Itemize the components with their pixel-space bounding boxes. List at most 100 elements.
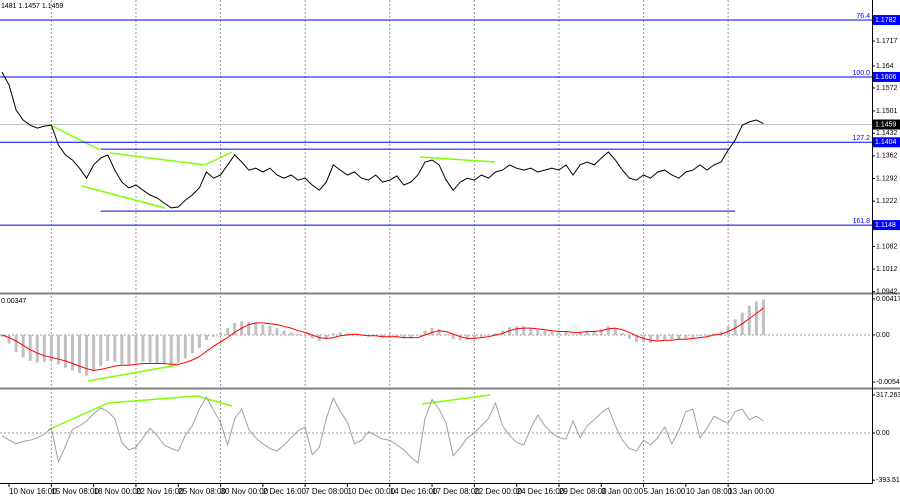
histogram-bar (134, 334, 138, 363)
histogram-bar (472, 334, 476, 339)
histogram-bar (571, 334, 575, 335)
trend-line (47, 402, 109, 431)
histogram-bar (705, 334, 709, 336)
histogram-bar (282, 330, 286, 335)
y-tick-label: 1.1572 (876, 85, 898, 92)
level-label: 100.0 (852, 70, 870, 77)
histogram-bar (698, 334, 702, 336)
histogram-bar (578, 332, 582, 335)
level-label: 127.2 (852, 135, 870, 142)
histogram-bar (451, 334, 455, 340)
level-label: 161.8 (852, 218, 870, 225)
histogram-bar (437, 328, 441, 335)
histogram-bar (268, 325, 272, 335)
signal-line (1, 307, 764, 371)
level-price-box (873, 220, 900, 231)
x-tick-label: 7 Dec 08:00 (305, 487, 349, 496)
histogram-bar (733, 319, 737, 335)
trend-line (107, 395, 198, 404)
level-price-box (873, 71, 900, 82)
histogram-bar (677, 334, 681, 341)
trend-line (204, 151, 233, 166)
x-tick-label: 10 Nov 16:00 (9, 487, 57, 496)
trend-line (419, 156, 496, 163)
trend-line (196, 395, 233, 407)
histogram-bar (416, 334, 420, 336)
histogram-bar (120, 334, 124, 365)
histogram-bar (289, 332, 293, 335)
panel-title: 1481 1.1457 1.1459 (1, 3, 63, 10)
histogram-bar (543, 330, 547, 335)
histogram-bar (754, 301, 758, 335)
histogram-bar (557, 332, 561, 335)
histogram-bar (627, 334, 631, 339)
histogram-bar (190, 334, 194, 354)
x-tick-label: 10 Jan 08:00 (686, 487, 733, 496)
histogram-bar (296, 334, 300, 335)
histogram-bar (331, 333, 335, 335)
histogram-bar (169, 334, 173, 366)
y-tick-label: 1.164 (876, 63, 894, 70)
x-tick-label: 22 Dec 00:00 (474, 487, 522, 496)
y-tick-label: 317.2639 (876, 392, 900, 399)
x-tick-label: 29 Dec 08:00 (559, 487, 607, 496)
histogram-bar (620, 333, 624, 335)
histogram-bar (395, 334, 399, 337)
histogram-bar (444, 334, 448, 335)
histogram-bar (564, 331, 568, 335)
histogram-bar (141, 334, 145, 362)
histogram-bar (0, 334, 4, 337)
y-tick-label: 1.1082 (876, 243, 898, 250)
histogram-bar (522, 326, 526, 335)
histogram-bar (261, 324, 265, 335)
y-tick-label: 1.1501 (876, 108, 898, 115)
y-tick-label: 0.00 (876, 332, 890, 339)
x-tick-label: 13 Jan 00:00 (728, 487, 775, 496)
level-price: 1.1404 (875, 139, 897, 146)
y-tick-label: 1.1432 (876, 130, 898, 137)
trend-line (421, 394, 491, 405)
x-tick-label: 30 Nov 00:00 (221, 487, 269, 496)
histogram-bar (162, 334, 166, 365)
histogram-bar (78, 334, 82, 373)
level-price: 1.1606 (875, 74, 897, 81)
histogram-bar (247, 322, 251, 335)
current-price-box (873, 119, 900, 130)
y-tick-label: 1.0942 (876, 289, 898, 296)
y-tick-label: 1.1292 (876, 175, 898, 182)
x-tick-label: 22 Nov 16:00 (136, 487, 184, 496)
histogram-bar (324, 334, 328, 340)
histogram-bar (254, 322, 258, 335)
trend-line (49, 124, 101, 151)
histogram-bar (430, 328, 434, 335)
histogram-bar (35, 334, 39, 363)
histogram-bar (212, 334, 215, 337)
histogram-bar (113, 334, 117, 362)
histogram-bar (402, 334, 406, 339)
histogram-bar (515, 326, 519, 335)
histogram-bar (176, 334, 180, 363)
histogram-bar (127, 334, 131, 366)
x-tick-label: 10 Dec 00:00 (347, 487, 395, 496)
x-tick-label: 5 Jan 16:00 (644, 487, 686, 496)
histogram-bar (233, 322, 237, 335)
trend-line (87, 364, 179, 382)
trend-line (109, 152, 206, 166)
histogram-bar (49, 334, 53, 361)
y-tick-label: -0.00545 (876, 379, 900, 386)
histogram-bar (409, 334, 413, 339)
histogram-bar (7, 334, 11, 344)
histogram-bar (494, 333, 497, 335)
histogram-bar (63, 334, 67, 368)
histogram-bar (338, 332, 342, 335)
histogram-bar (691, 334, 695, 338)
histogram-bar (663, 334, 667, 340)
histogram-bar (14, 334, 18, 353)
histogram-bar (684, 334, 688, 339)
histogram-bar (310, 334, 314, 339)
level-label: 76.4 (856, 13, 870, 20)
level-price-box (873, 137, 900, 148)
histogram-bar (458, 334, 462, 341)
